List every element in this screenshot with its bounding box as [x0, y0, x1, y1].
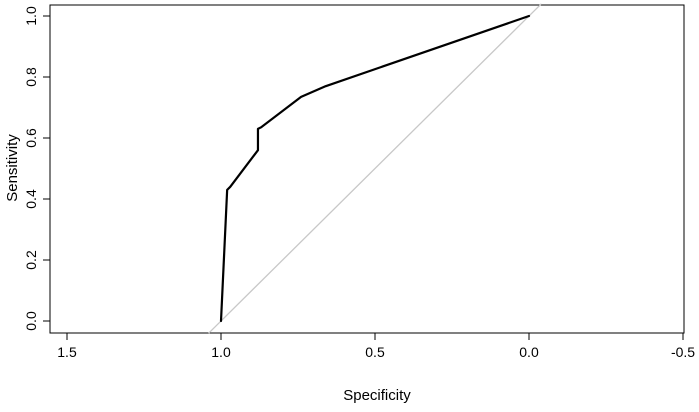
y-axis: 0.0 0.2 0.4 0.6 0.8 1.0	[23, 6, 51, 331]
x-tick-label: 0.0	[519, 344, 539, 360]
y-tick-label: 0.0	[23, 311, 39, 331]
plot-frame	[49, 4, 685, 334]
x-tick-label: 1.5	[57, 344, 77, 360]
reference-diagonal-line	[208, 3, 542, 334]
roc-curve-line	[219, 14, 531, 323]
x-axis: 1.5 1.0 0.5 0.0 -0.5	[57, 332, 695, 360]
y-tick-label: 0.4	[23, 189, 39, 209]
x-tick-label: 1.0	[211, 344, 231, 360]
y-tick-label: 0.2	[23, 250, 39, 270]
y-tick-label: 1.0	[23, 6, 39, 26]
plot-lines	[208, 3, 542, 334]
x-tick-label: -0.5	[671, 344, 695, 360]
y-tick-label: 0.6	[23, 128, 39, 148]
x-tick-label: 0.5	[365, 344, 385, 360]
y-tick-label: 0.8	[23, 67, 39, 87]
y-axis-label: Sensitivity	[4, 134, 21, 202]
x-axis-label: Specificity	[343, 387, 411, 404]
